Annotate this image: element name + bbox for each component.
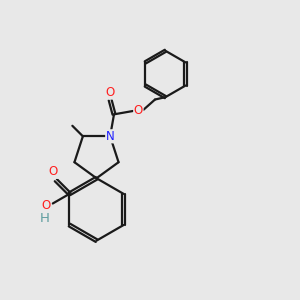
Text: O: O [134, 104, 143, 117]
Text: O: O [49, 165, 58, 178]
Text: O: O [42, 200, 51, 212]
Text: N: N [106, 130, 115, 143]
Text: O: O [105, 86, 114, 99]
Text: H: H [40, 212, 50, 226]
